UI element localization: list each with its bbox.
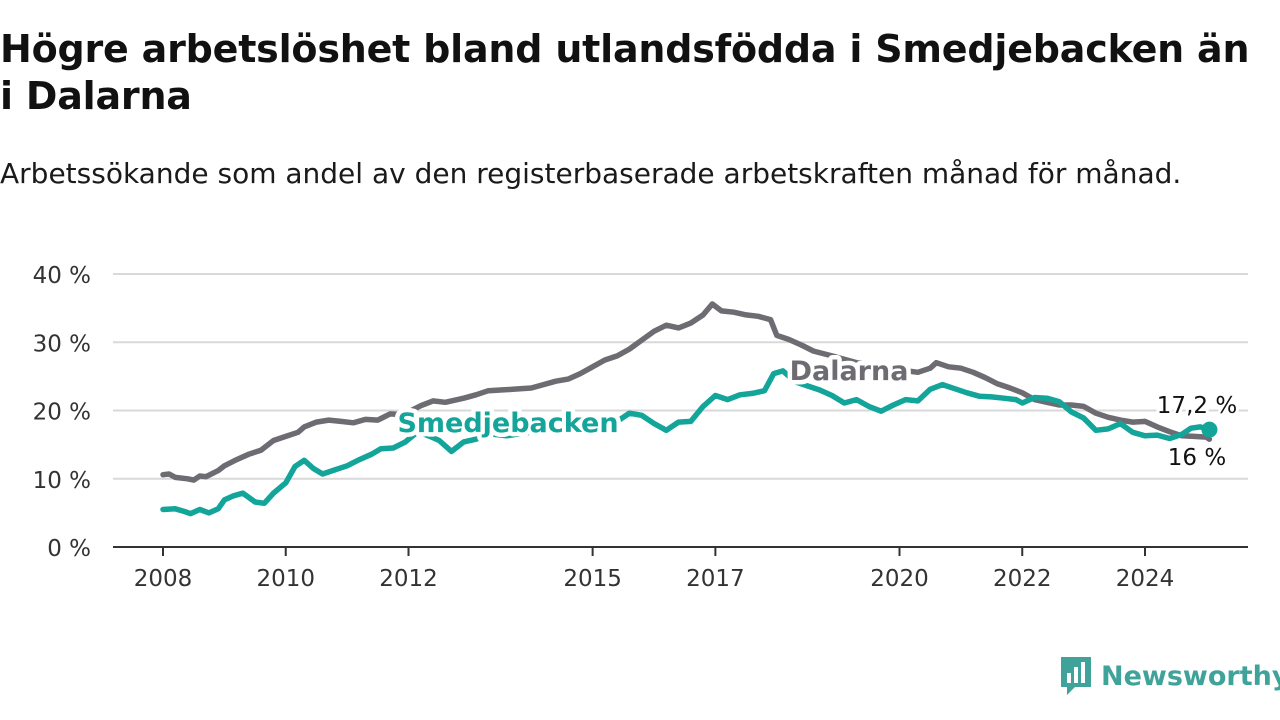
- x-tick-label: 2022: [993, 566, 1052, 592]
- x-axis: 2008 2010 2012 2015 2017 2020 2022 2024: [113, 546, 1248, 592]
- series-lines: [160, 301, 1218, 517]
- series-line-smedjebacken: [160, 368, 1213, 517]
- y-tick-label: 30 %: [33, 331, 91, 357]
- newsworthy-logo[interactable]: Newsworthy: [1059, 655, 1280, 697]
- x-tick-label: 2017: [686, 566, 745, 592]
- series-label-dalarna: Dalarna: [790, 356, 909, 387]
- chart-subtitle: Arbetssökande som andel av den registerb…: [0, 157, 1182, 190]
- x-tick-label: 2015: [563, 566, 622, 592]
- series-label-smedjebacken: Smedjebacken: [397, 408, 618, 439]
- x-tick-label: 2012: [379, 566, 438, 592]
- chart-title: Högre arbetslöshet bland utlandsfödda i …: [0, 27, 1250, 118]
- end-value-label-dalarna: 16 %: [1168, 445, 1226, 471]
- series-line-dalarna: [160, 301, 1213, 483]
- end-point-marker: [1201, 421, 1218, 438]
- y-tick-label: 40 %: [33, 263, 91, 289]
- x-tick-label: 2024: [1116, 566, 1175, 592]
- x-tick-label: 2010: [256, 566, 315, 592]
- brand-name: Newsworthy: [1101, 660, 1280, 692]
- x-tick-label: 2008: [134, 566, 193, 592]
- x-tick-label: 2020: [870, 566, 929, 592]
- end-value-label-smedjebacken: 17,2 %: [1157, 393, 1237, 419]
- y-tick-label: 20 %: [33, 400, 91, 426]
- y-tick-label: 10 %: [33, 468, 91, 494]
- y-tick-label: 0 %: [47, 536, 91, 562]
- y-axis-tick-labels: 0 % 10 % 20 % 30 % 40 %: [33, 263, 91, 562]
- series-labels: Dalarna Smedjebacken 17,2 % 16 %: [393, 352, 1240, 475]
- gridlines: [113, 273, 1248, 480]
- bar-chart-speech-bubble-icon: [1061, 657, 1091, 695]
